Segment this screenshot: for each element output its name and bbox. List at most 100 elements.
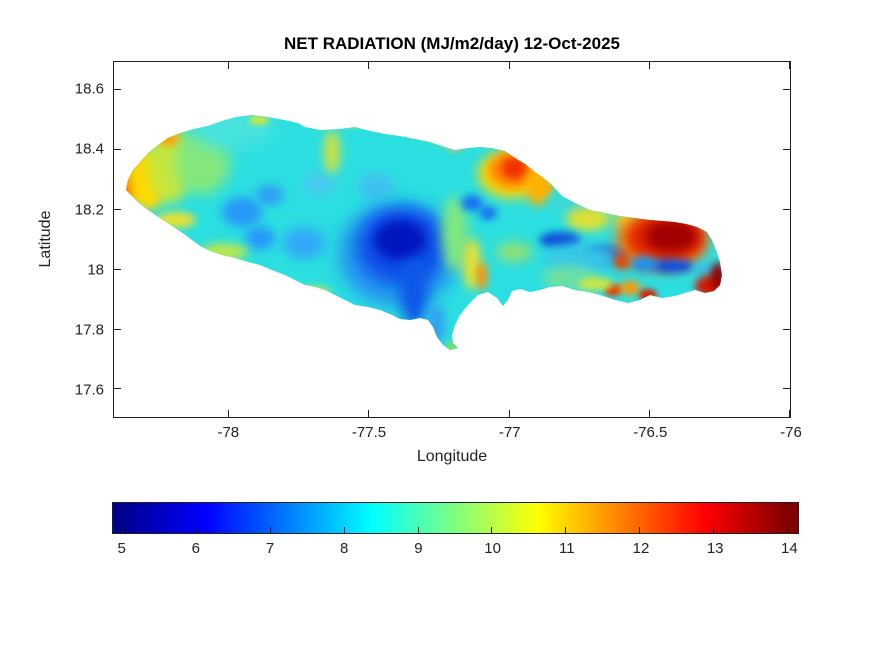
contour-blob bbox=[442, 196, 468, 272]
contour-blob bbox=[157, 132, 181, 146]
contour-blob bbox=[358, 173, 394, 199]
contour-blob bbox=[374, 220, 426, 260]
x-axis-tick bbox=[227, 410, 229, 417]
contour-blob bbox=[614, 254, 630, 270]
colorbar-tick-label: 6 bbox=[191, 540, 200, 557]
colorbar-gradient bbox=[113, 503, 798, 533]
x-axis-tick bbox=[368, 62, 370, 69]
x-axis-tick bbox=[227, 62, 229, 69]
contour-blob bbox=[445, 138, 465, 150]
x-axis-tick bbox=[648, 62, 650, 69]
contour-blob bbox=[639, 289, 657, 301]
colorbar-tick-label: 11 bbox=[558, 540, 575, 557]
contour-blob bbox=[502, 157, 528, 179]
contour-blob bbox=[556, 165, 584, 189]
colorbar-tick-label: 14 bbox=[781, 540, 798, 557]
contour-fill-layer bbox=[126, 115, 722, 350]
contour-blob bbox=[324, 130, 340, 174]
plot-area bbox=[113, 61, 791, 418]
colorbar-tick bbox=[121, 527, 123, 533]
y-tick-label: 17.8 bbox=[74, 321, 104, 339]
colorbar-tick-label: 8 bbox=[340, 540, 349, 557]
plot-title: NET RADIATION (MJ/m2/day) 12-Oct-2025 bbox=[284, 34, 620, 53]
contour-blob bbox=[539, 232, 581, 248]
colorbar-tick bbox=[343, 527, 345, 533]
y-axis-tick bbox=[114, 208, 121, 210]
contour-blob bbox=[496, 242, 532, 262]
contour-blob bbox=[256, 185, 284, 205]
y-axis-tick bbox=[783, 208, 790, 210]
contour-blob bbox=[342, 117, 366, 127]
x-tick-label: -76 bbox=[780, 424, 802, 441]
x-tick-label: -77.5 bbox=[351, 424, 387, 441]
contour-blob bbox=[463, 238, 481, 290]
y-axis-tick bbox=[783, 268, 790, 270]
x-tick-label: -77 bbox=[498, 424, 521, 441]
contour-blob bbox=[427, 304, 445, 344]
colorbar-tick-label: 12 bbox=[632, 540, 650, 557]
colorbar-tick bbox=[787, 527, 789, 533]
contour-blob bbox=[283, 227, 325, 259]
contour-blob bbox=[303, 172, 335, 196]
colorbar-tick bbox=[417, 527, 419, 533]
y-tick-label: 18.6 bbox=[74, 80, 104, 98]
contour-blob bbox=[298, 287, 330, 299]
x-axis-tick bbox=[508, 410, 510, 417]
colorbar-tick-label: 10 bbox=[484, 540, 501, 557]
colorbar-tick-label: 5 bbox=[117, 540, 126, 557]
y-axis-tick bbox=[114, 328, 121, 330]
x-axis-tick bbox=[368, 410, 370, 417]
contour-blob bbox=[200, 244, 248, 260]
contour-blob bbox=[548, 170, 566, 182]
y-axis-tick bbox=[114, 88, 121, 90]
y-axis-tick bbox=[783, 328, 790, 330]
contour-blob bbox=[461, 195, 483, 211]
contour-blob bbox=[711, 262, 722, 290]
contour-blob bbox=[222, 197, 262, 227]
colorbar-tick bbox=[713, 527, 715, 533]
contour-blob bbox=[526, 162, 550, 206]
y-tick-label: 18.2 bbox=[74, 201, 104, 218]
contour-blob bbox=[156, 212, 196, 228]
contour-blob bbox=[192, 115, 276, 150]
y-axis-tick-labels: 18.6 18.4 18.2 18 17.8 17.6 bbox=[0, 61, 104, 418]
colorbar-tick-label: 7 bbox=[265, 540, 275, 557]
colorbar-tick-labels: 5 6 7 8 9 10 11 12 13 14 bbox=[112, 541, 799, 559]
y-axis-tick bbox=[114, 388, 121, 390]
y-axis-label: Latitude bbox=[37, 210, 54, 268]
x-axis-tick bbox=[648, 410, 650, 417]
y-axis-tick bbox=[783, 148, 790, 150]
colorbar-tick-label: 13 bbox=[706, 540, 724, 557]
contour-blob bbox=[479, 206, 497, 220]
x-axis-label: Longitude bbox=[416, 448, 488, 465]
contour-blob bbox=[245, 226, 275, 250]
x-tick-label: -78 bbox=[217, 424, 240, 441]
contour-blob bbox=[619, 281, 641, 295]
jamaica-contour-map bbox=[126, 115, 722, 350]
y-axis-tick bbox=[783, 388, 790, 390]
contour-blob bbox=[566, 207, 610, 231]
x-tick-label: -76.5 bbox=[633, 424, 668, 441]
contour-blob bbox=[446, 341, 458, 350]
y-axis-tick bbox=[114, 148, 121, 150]
colorbar-tick bbox=[565, 527, 567, 533]
contour-blob bbox=[400, 258, 428, 326]
colorbar-tick bbox=[639, 527, 641, 533]
contour-blob bbox=[578, 278, 614, 290]
contour-blob bbox=[650, 259, 694, 273]
x-axis-tick bbox=[508, 62, 510, 69]
y-axis-tick bbox=[783, 88, 790, 90]
colorbar-tick bbox=[491, 527, 493, 533]
x-axis-tick bbox=[789, 62, 790, 69]
x-axis-tick-labels: -78 -77.5 -77 -76.5 -76 bbox=[113, 424, 801, 443]
y-tick-label: 17.6 bbox=[74, 381, 104, 399]
contour-blob bbox=[695, 275, 722, 297]
x-axis-tick bbox=[789, 410, 790, 417]
contour-blob bbox=[249, 115, 269, 125]
y-tick-label: 18.4 bbox=[74, 140, 104, 158]
contour-blob bbox=[645, 220, 697, 252]
contour-blob bbox=[426, 123, 462, 141]
contour-blob bbox=[596, 192, 628, 212]
contour-blob bbox=[630, 256, 658, 272]
contour-blob bbox=[477, 262, 487, 290]
